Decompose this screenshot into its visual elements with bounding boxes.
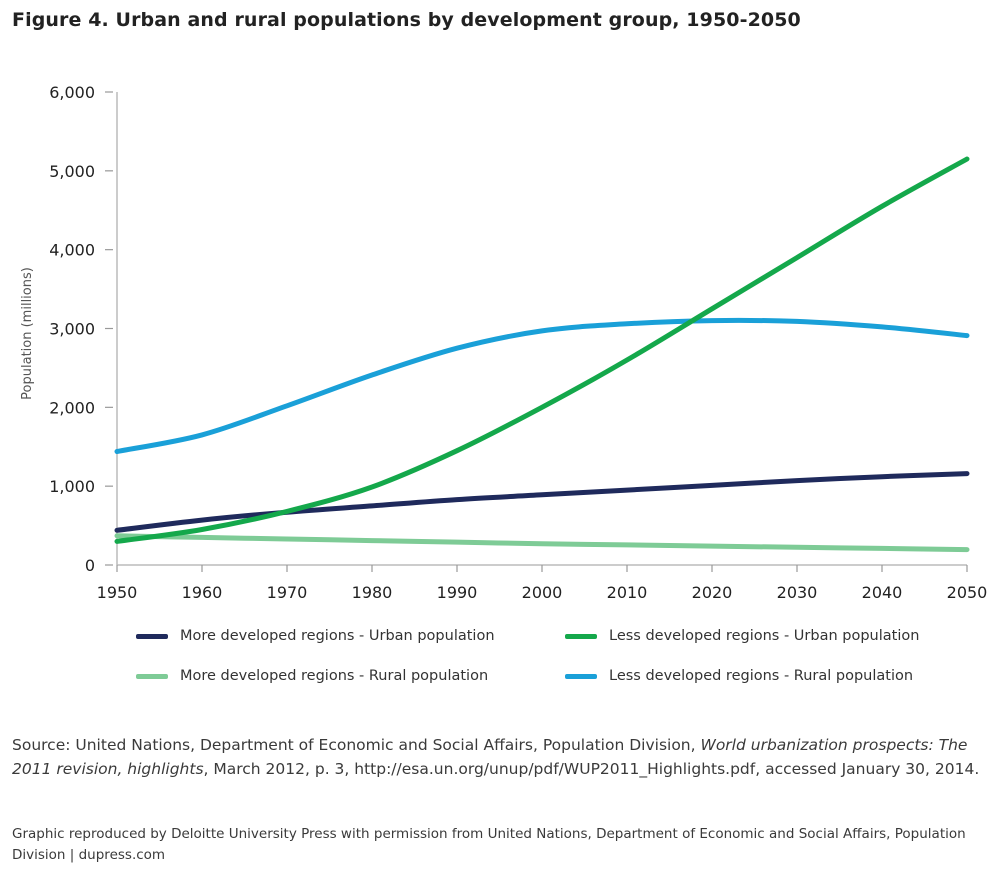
y-tick-label: 5,000 (49, 162, 95, 181)
x-tick-label: 2050 (947, 583, 988, 602)
y-axis-label: Population (millions) (20, 267, 35, 400)
legend-swatch (565, 673, 597, 679)
source-suffix: , March 2012, p. 3, http://esa.un.org/un… (203, 760, 980, 778)
legend-item: More developed regions - Urban populatio… (136, 628, 495, 644)
y-tick-label: 3,000 (49, 320, 95, 339)
y-tick-label: 6,000 (49, 83, 95, 102)
legend-swatch (136, 673, 168, 679)
x-tick-label: 2000 (522, 583, 563, 602)
x-tick-label: 1950 (97, 583, 138, 602)
legend-swatch (136, 633, 168, 639)
x-tick-label: 2010 (607, 583, 648, 602)
legend-item: Less developed regions - Rural populatio… (565, 668, 913, 684)
x-tick-label: 1960 (182, 583, 223, 602)
legend-item: Less developed regions - Urban populatio… (565, 628, 919, 644)
credit-note: Graphic reproduced by Deloitte Universit… (12, 826, 966, 863)
line-chart: 0 1,000 2,000 3,000 4,000 5,000 6,000 1950 1960… (20, 83, 988, 602)
legend-item: More developed regions - Rural populatio… (136, 668, 488, 684)
x-axis-ticks: 1950 1960 1970 1980 1990 2000 2010 2020 2030 2040… (97, 565, 988, 602)
series-line-less-developed-regions-urban-population (114, 156, 970, 544)
x-tick-label: 2040 (862, 583, 903, 602)
y-tick-label: 1,000 (49, 477, 95, 496)
source-note: Source: United Nations, Department of Ec… (12, 733, 982, 781)
series-lines (114, 156, 970, 553)
series-line-more-developed-regions-urban-population (114, 471, 970, 533)
x-tick-label: 2030 (777, 583, 818, 602)
y-axis-ticks: 0 1,000 2,000 3,000 4,000 5,000 6,000 (49, 83, 113, 575)
x-tick-label: 1990 (437, 583, 478, 602)
x-tick-label: 1980 (352, 583, 393, 602)
y-tick-label: 2,000 (49, 398, 95, 417)
legend-label: More developed regions - Rural populatio… (180, 668, 489, 684)
source-prefix: Source: United Nations, Department of Ec… (12, 736, 701, 754)
series-line-more-developed-regions-rural-population (114, 533, 970, 553)
source-publication: World urbanization prospects: The 2011 r… (12, 736, 968, 778)
legend-label: Less developed regions - Rural populatio… (609, 668, 914, 684)
legend-swatch (565, 633, 597, 639)
series-line-less-developed-regions-rural-population (114, 317, 970, 454)
chart-title: Figure 4. Urban and rural populations by… (12, 9, 801, 31)
legend-label: Less developed regions - Urban populatio… (609, 628, 920, 644)
x-tick-label: 1970 (267, 583, 308, 602)
y-tick-label: 0 (85, 556, 95, 575)
y-tick-label: 4,000 (49, 241, 95, 260)
x-tick-label: 2020 (692, 583, 733, 602)
legend-label: More developed regions - Urban populatio… (180, 628, 495, 644)
